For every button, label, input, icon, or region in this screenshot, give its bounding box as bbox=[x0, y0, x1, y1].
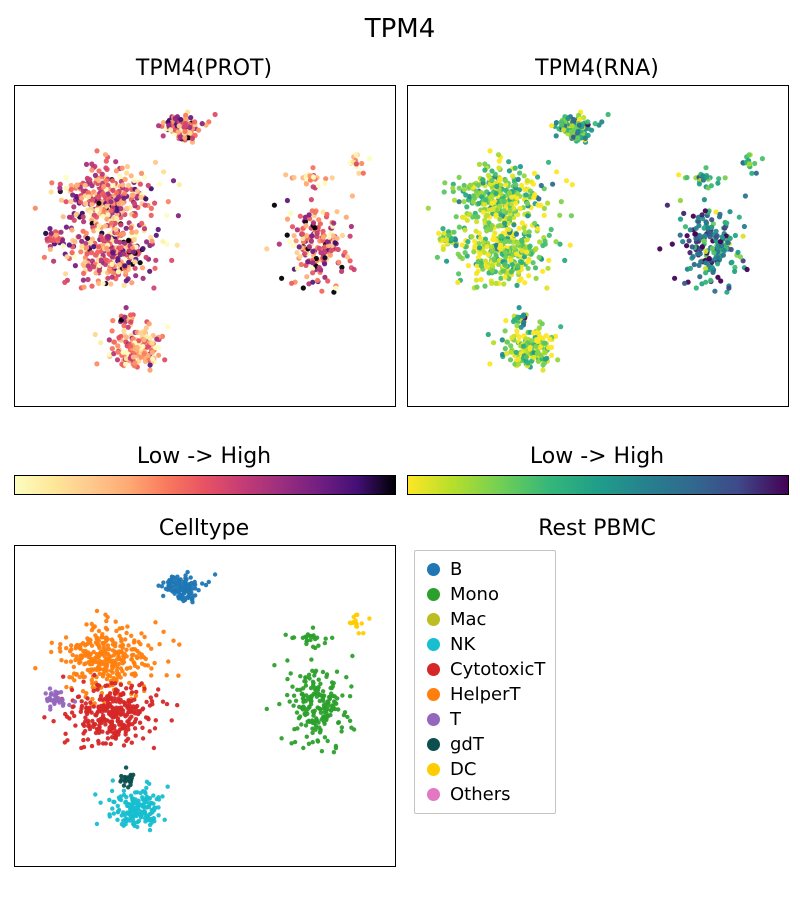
legend-label: Mono bbox=[450, 582, 499, 607]
panel-celltype-box bbox=[14, 545, 396, 867]
legend-title: Rest PBMC bbox=[407, 516, 787, 541]
legend-item-mono: Mono bbox=[423, 582, 545, 607]
colorbar-rna bbox=[407, 475, 789, 495]
legend-dot-icon bbox=[427, 588, 440, 601]
legend-dot-icon bbox=[427, 663, 440, 676]
legend-label: T bbox=[450, 707, 461, 732]
legend-item-t: T bbox=[423, 707, 545, 732]
panel-celltype-title: Celltype bbox=[14, 516, 394, 541]
panel-rna-title: TPM4(RNA) bbox=[407, 56, 787, 81]
legend-label: HelperT bbox=[450, 682, 521, 707]
legend-dot-icon bbox=[427, 613, 440, 626]
legend-label: DC bbox=[450, 757, 476, 782]
panel-prot-title: TPM4(PROT) bbox=[14, 56, 394, 81]
legend-dot-icon bbox=[427, 563, 440, 576]
legend-item-helpert: HelperT bbox=[423, 682, 545, 707]
colorbar-prot bbox=[14, 475, 396, 495]
legend-dot-icon bbox=[427, 763, 440, 776]
scatter-rna bbox=[408, 86, 788, 406]
legend-dot-icon bbox=[427, 713, 440, 726]
figure-suptitle: TPM4 bbox=[0, 14, 800, 44]
legend-dot-icon bbox=[427, 738, 440, 751]
legend-label: NK bbox=[450, 632, 475, 657]
legend-item-nk: NK bbox=[423, 632, 545, 657]
legend-dot-icon bbox=[427, 788, 440, 801]
colorbar-prot-label: Low -> High bbox=[14, 444, 394, 469]
panel-prot-box bbox=[14, 85, 396, 407]
legend-item-b: B bbox=[423, 557, 545, 582]
legend-dot-icon bbox=[427, 688, 440, 701]
legend-item-cytotoxict: CytotoxicT bbox=[423, 657, 545, 682]
legend-label: Others bbox=[450, 782, 511, 807]
legend-item-gdt: gdT bbox=[423, 732, 545, 757]
panel-rna-box bbox=[407, 85, 789, 407]
colorbar-rna-label: Low -> High bbox=[407, 444, 787, 469]
legend-label: CytotoxicT bbox=[450, 657, 545, 682]
legend-dot-icon bbox=[427, 638, 440, 651]
legend-label: gdT bbox=[450, 732, 484, 757]
legend-label: Mac bbox=[450, 607, 486, 632]
legend-item-others: Others bbox=[423, 782, 545, 807]
figure-root: TPM4 TPM4(PROT) TPM4(RNA) Low -> High Lo… bbox=[0, 0, 800, 900]
scatter-prot bbox=[15, 86, 395, 406]
legend-label: B bbox=[450, 557, 462, 582]
legend-box: BMonoMacNKCytotoxicTHelperTTgdTDCOthers bbox=[414, 550, 556, 814]
legend-item-mac: Mac bbox=[423, 607, 545, 632]
scatter-celltype bbox=[15, 546, 395, 866]
legend-item-dc: DC bbox=[423, 757, 545, 782]
